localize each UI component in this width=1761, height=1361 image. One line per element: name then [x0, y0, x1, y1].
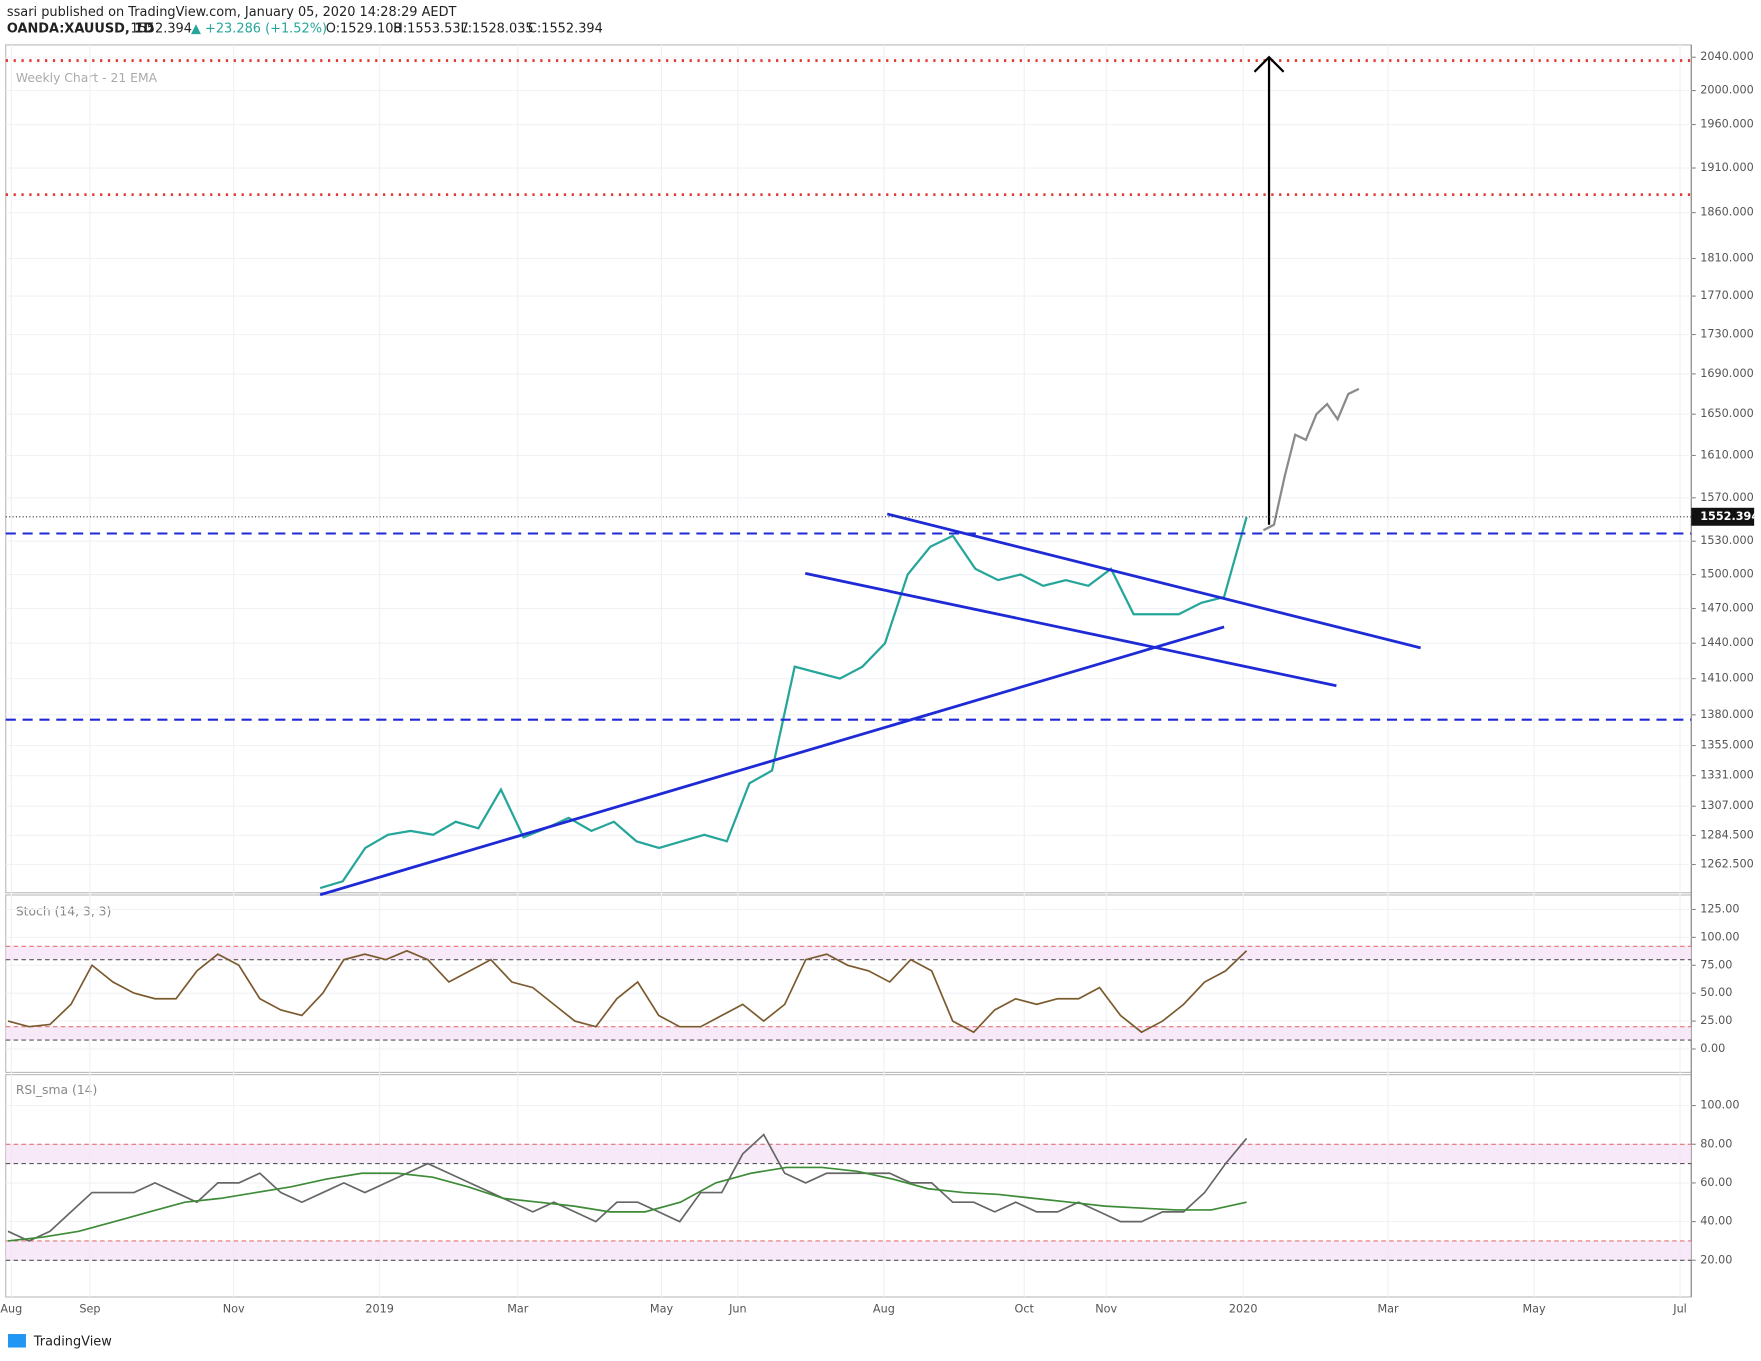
y-tick-label: 0.00 — [1700, 1042, 1725, 1055]
y-tick-label: 1770.000 — [1700, 289, 1754, 302]
y-tick-label: 1262.500 — [1700, 858, 1754, 871]
y-tick-label: 1610.000 — [1700, 448, 1754, 461]
x-tick-label: 2019 — [365, 1302, 394, 1315]
y-tick-label: 50.00 — [1700, 986, 1732, 999]
last: 1552.394 — [130, 22, 192, 37]
stoch-title: Stoch (14, 3, 3) — [16, 904, 112, 918]
y-tick-label: 1960.000 — [1700, 118, 1754, 131]
x-tick-label: May — [650, 1302, 674, 1315]
symbol: OANDA:XAUUSD, 1D — [7, 22, 154, 37]
y-tick-label: 125.00 — [1700, 902, 1739, 915]
trendline — [804, 572, 1337, 688]
y-tick-label: 1331.000 — [1700, 769, 1754, 782]
subtitle: Weekly Chart - 21 EMA — [16, 71, 158, 85]
x-tick-label: Sep — [79, 1302, 100, 1315]
published: ssari published on TradingView.com, Janu… — [7, 5, 457, 20]
y-tick-label: 1910.000 — [1700, 161, 1754, 174]
close: C:1552.394 — [528, 22, 603, 37]
y-tick-label: 1470.000 — [1700, 602, 1754, 615]
y-tick-label: 1730.000 — [1700, 328, 1754, 341]
arrow-head — [1253, 55, 1285, 73]
y-tick-label: 80.00 — [1700, 1137, 1732, 1150]
series-line — [7, 1166, 1247, 1242]
y-tick-label: 1500.000 — [1700, 568, 1754, 581]
x-tick-label: Jun — [728, 1302, 747, 1315]
change: ▲ +23.286 (+1.52%) — [191, 22, 327, 37]
x-tick-label: 2020 — [1229, 1302, 1258, 1315]
trendline — [319, 625, 1225, 897]
y-tick-label: 60.00 — [1700, 1176, 1732, 1189]
y-tick-label: 40.00 — [1700, 1215, 1732, 1228]
band — [5, 1026, 1692, 1041]
y-tick-label: 2040.000 — [1700, 50, 1754, 63]
y-tick-label: 25.00 — [1700, 1014, 1732, 1027]
x-tick-label: Aug — [873, 1302, 895, 1315]
last-price-label: 1552.394 — [1700, 510, 1759, 523]
logo — [7, 1334, 26, 1348]
x-tick-label: Nov — [1095, 1302, 1117, 1315]
y-tick-label: 75.00 — [1700, 958, 1732, 971]
rsi-title: RSI_sma (14) — [16, 1083, 98, 1097]
last-price-box — [1691, 507, 1755, 526]
y-tick-label: 1650.000 — [1700, 407, 1754, 420]
y-tick-label: 1810.000 — [1700, 251, 1754, 264]
y-tick-label: 20.00 — [1700, 1253, 1732, 1266]
y-tick-label: 1570.000 — [1700, 491, 1754, 504]
x-tick-label: Jul — [1672, 1302, 1687, 1315]
y-tick-label: 1690.000 — [1700, 367, 1754, 380]
y-tick-label: 2000.000 — [1700, 84, 1754, 97]
y-tick-label: 1307.000 — [1700, 799, 1754, 812]
series-line — [319, 516, 1248, 890]
series-line — [1262, 387, 1360, 532]
x-tick-label: Mar — [1377, 1302, 1399, 1315]
x-tick-label: Mar — [507, 1302, 529, 1315]
y-tick-label: 1380.000 — [1700, 708, 1754, 721]
band — [5, 1240, 1692, 1261]
band — [5, 946, 1692, 960]
x-tick-label: May — [1522, 1302, 1546, 1315]
x-tick-label: Nov — [223, 1302, 245, 1315]
high: H:1553.537 — [393, 22, 469, 37]
y-tick-label: 1440.000 — [1700, 636, 1754, 649]
y-tick-label: 1530.000 — [1700, 534, 1754, 547]
trendline — [886, 512, 1421, 650]
y-tick-label: 1355.000 — [1700, 739, 1754, 752]
low: L:1528.035 — [461, 22, 534, 37]
series-line — [7, 1133, 1248, 1242]
footer: TradingView — [33, 1334, 112, 1349]
open: O:1529.108 — [326, 22, 402, 37]
band — [5, 1144, 1692, 1164]
y-tick-label: 100.00 — [1700, 1099, 1739, 1112]
y-tick-label: 1410.000 — [1700, 672, 1754, 685]
series-line — [7, 949, 1248, 1034]
y-tick-label: 1860.000 — [1700, 206, 1754, 219]
x-tick-label: Aug — [0, 1302, 22, 1315]
y-tick-label: 100.00 — [1700, 930, 1739, 943]
y-tick-label: 1284.500 — [1700, 828, 1754, 841]
x-tick-label: Oct — [1015, 1302, 1035, 1315]
